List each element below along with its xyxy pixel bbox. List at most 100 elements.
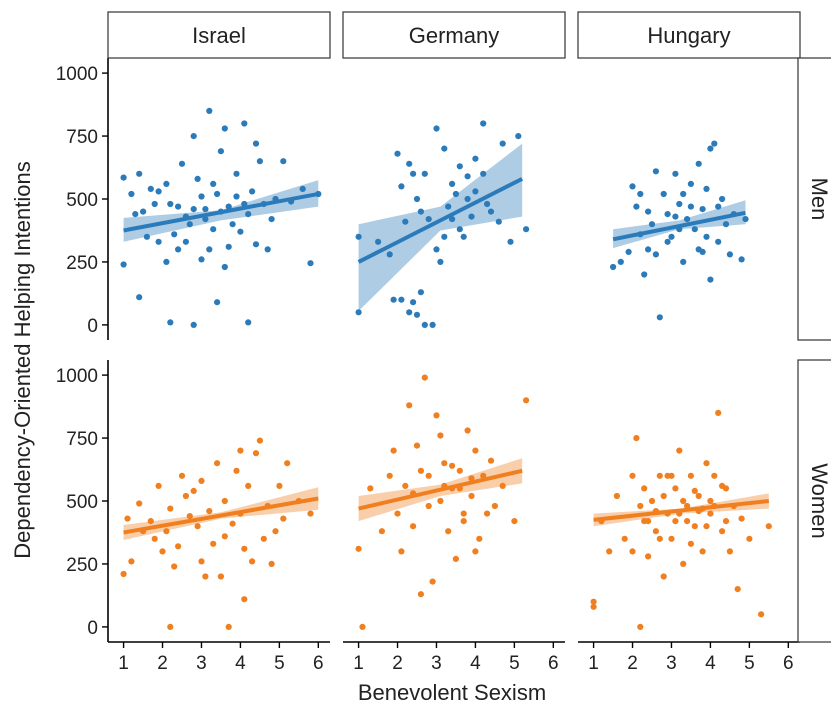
data-point <box>413 195 421 203</box>
data-point <box>445 203 452 210</box>
data-point <box>590 603 597 610</box>
data-point <box>637 190 644 198</box>
x-axis-title: Benevolent Sexism <box>358 680 546 705</box>
data-point <box>715 203 722 210</box>
axes-layer: 0 250 500 750 1000 0 250 500 750 1000 1 2 3 4 5 6 1 2 3 4 5 6… <box>56 58 800 674</box>
y-tick-label: 250 <box>66 253 98 274</box>
data-point <box>699 548 706 555</box>
data-point <box>464 427 471 434</box>
data-point <box>703 233 710 240</box>
data-point <box>355 233 362 240</box>
data-point <box>210 226 217 233</box>
data-point <box>464 195 471 203</box>
data-point <box>124 515 131 522</box>
data-point <box>738 515 745 522</box>
data-point <box>307 510 314 517</box>
data-point <box>472 155 479 162</box>
y-tick-label: 1000 <box>56 366 98 387</box>
data-point <box>433 246 440 253</box>
data-point <box>703 523 710 530</box>
data-point <box>645 518 652 525</box>
data-point <box>406 402 413 409</box>
x-tick-label: 1 <box>588 653 599 674</box>
data-point <box>202 216 209 223</box>
data-point <box>249 558 256 565</box>
data-point <box>136 294 143 301</box>
data-point <box>276 482 283 489</box>
data-point <box>695 492 702 500</box>
data-point <box>402 218 409 225</box>
data-point <box>167 200 174 208</box>
data-point <box>225 243 232 250</box>
data-point <box>464 173 471 180</box>
data-point <box>629 183 636 190</box>
data-point <box>664 238 671 245</box>
data-point <box>433 125 440 132</box>
data-point <box>421 321 428 328</box>
x-tick-label: 2 <box>627 653 638 674</box>
data-point <box>468 475 475 482</box>
y-axis-women: 0 250 500 750 1000 <box>56 360 109 642</box>
data-point <box>460 518 467 525</box>
data-point <box>726 251 734 258</box>
data-point <box>167 319 174 326</box>
data-point <box>707 510 714 517</box>
y-axis-title: Dependency-Oriented Helping Intentions <box>10 161 35 558</box>
data-point <box>511 518 518 525</box>
data-point <box>652 528 660 535</box>
data-point <box>159 548 166 555</box>
data-point <box>742 216 749 223</box>
data-point <box>252 140 260 147</box>
data-point <box>645 553 652 560</box>
data-point <box>660 190 667 198</box>
data-point <box>641 271 648 278</box>
data-point <box>449 216 456 223</box>
strip-men: Men <box>797 57 831 341</box>
strips-layer: Israel Germany Hungary Men Women <box>107 11 831 643</box>
data-point <box>221 497 228 505</box>
data-point <box>680 560 687 568</box>
data-point <box>241 596 248 603</box>
data-point <box>495 218 502 225</box>
data-point <box>738 256 745 263</box>
data-point <box>491 502 498 510</box>
data-point <box>178 160 186 167</box>
data-point <box>147 518 154 525</box>
data-point <box>151 200 158 208</box>
data-point <box>190 321 197 328</box>
data-point <box>225 203 232 210</box>
data-point <box>136 500 143 507</box>
data-point <box>202 573 209 580</box>
x-tick-label: 5 <box>744 653 755 674</box>
data-point <box>680 497 687 505</box>
data-point <box>155 188 162 195</box>
x-tick-label: 5 <box>509 653 520 674</box>
data-point <box>171 563 178 570</box>
regression-line <box>123 191 319 233</box>
strip-label: Men <box>807 178 831 221</box>
data-point <box>703 460 710 467</box>
data-point <box>441 460 448 467</box>
data-point <box>410 523 417 530</box>
data-point <box>487 457 495 464</box>
data-point <box>143 233 150 240</box>
data-point <box>664 211 671 218</box>
data-point <box>437 258 444 265</box>
data-point <box>120 174 127 181</box>
data-point <box>264 246 271 253</box>
data-point <box>186 513 193 520</box>
data-point <box>449 462 456 469</box>
data-point <box>252 450 260 457</box>
data-point <box>472 188 479 195</box>
data-point <box>499 482 506 489</box>
data-point <box>633 435 640 442</box>
data-point <box>726 548 734 555</box>
data-point <box>284 460 291 467</box>
x-tick-label: 2 <box>157 653 168 674</box>
data-point <box>629 548 636 555</box>
data-point <box>460 510 467 517</box>
data-point <box>241 545 248 552</box>
panel-women-hungary <box>590 409 772 631</box>
data-point <box>140 208 147 215</box>
regression-line <box>358 468 523 511</box>
